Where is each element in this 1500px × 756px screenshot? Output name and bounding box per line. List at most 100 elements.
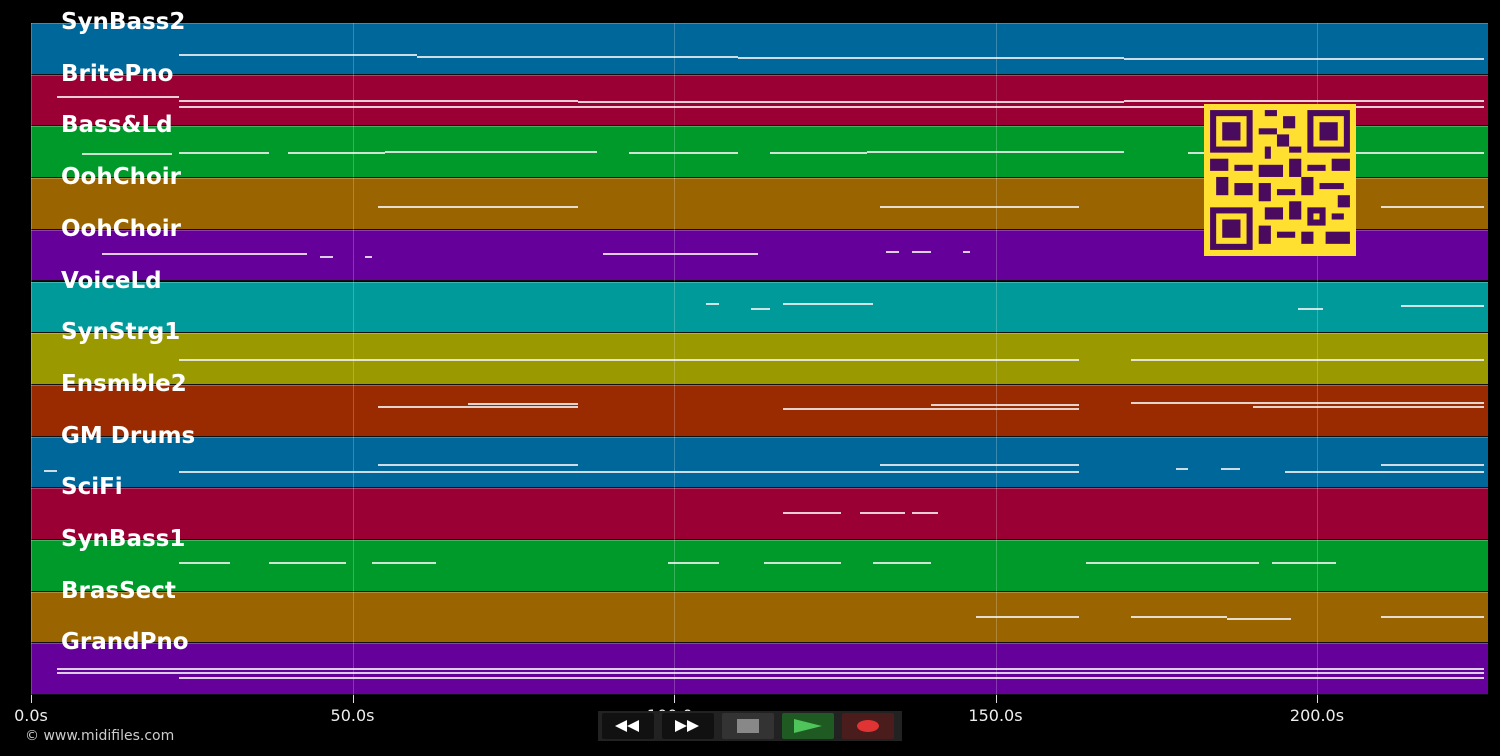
track-label: SynBass1 [61, 526, 186, 552]
note [1220, 467, 1240, 470]
gridline [674, 23, 675, 695]
note [82, 153, 128, 156]
note [468, 402, 578, 405]
track-label: OohChoir [61, 164, 182, 191]
fast-forward-button[interactable] [662, 713, 714, 739]
rewind-icon [615, 720, 639, 732]
track-label: SciFi [61, 474, 123, 501]
tick-mark [674, 695, 675, 703]
note [783, 302, 835, 305]
note [911, 512, 938, 515]
note [976, 615, 1080, 618]
record-button[interactable] [842, 713, 894, 739]
note [860, 512, 906, 515]
stop-icon [737, 719, 759, 733]
qr-code-icon [1204, 104, 1356, 256]
track-lane[interactable] [31, 436, 1488, 489]
track-lane[interactable] [31, 281, 1488, 334]
note [320, 255, 334, 258]
track-lane[interactable] [31, 384, 1488, 437]
note [1124, 58, 1485, 60]
track-lane[interactable] [31, 643, 1488, 696]
note [378, 206, 578, 209]
track-lane[interactable] [31, 23, 1488, 75]
track-label: SynBass2 [61, 9, 186, 35]
note [1381, 463, 1485, 466]
note [783, 407, 1080, 410]
track-label: OohChoir [61, 215, 182, 242]
stop-button[interactable] [722, 713, 774, 739]
note [1439, 304, 1485, 307]
gridline [995, 23, 997, 695]
note [738, 57, 1125, 59]
note [1085, 562, 1260, 564]
note [204, 252, 257, 255]
tick-mark [31, 695, 32, 703]
note [963, 250, 970, 253]
track-lane[interactable] [31, 488, 1488, 540]
note [783, 512, 842, 515]
track-label: BritePno [61, 60, 174, 87]
note [879, 463, 1080, 466]
note [178, 677, 1485, 680]
note [1124, 99, 1485, 102]
gridline [1317, 23, 1318, 695]
note [628, 152, 739, 155]
note [879, 206, 1080, 209]
track-label: VoiceLd [61, 267, 162, 294]
note [178, 470, 1080, 473]
note [101, 252, 154, 255]
note [667, 562, 719, 564]
note [371, 562, 437, 564]
track-label: Ensmble2 [61, 370, 187, 397]
qr-code [1204, 104, 1356, 256]
note [1130, 615, 1227, 618]
play-button[interactable] [782, 713, 834, 739]
note [178, 54, 417, 56]
note [751, 307, 771, 310]
note [770, 152, 867, 155]
track-lane[interactable] [31, 540, 1488, 592]
rewind-button[interactable] [602, 713, 654, 739]
note [1175, 467, 1189, 470]
track-lane[interactable] [31, 591, 1488, 644]
tick-label: 0.0s [14, 706, 48, 725]
note [178, 105, 1485, 108]
track-label: SynStrg1 [61, 319, 181, 346]
note [416, 56, 739, 58]
note [56, 668, 1485, 671]
tick-label: 150.0s [968, 706, 1023, 725]
track-label: BrasSect [61, 577, 176, 604]
note [603, 252, 655, 255]
note [43, 469, 57, 472]
record-icon [857, 720, 879, 732]
note [931, 403, 1080, 406]
note [911, 250, 932, 253]
note [1130, 401, 1485, 404]
tick-label: 200.0s [1289, 706, 1345, 725]
note [178, 99, 578, 102]
note [378, 405, 578, 408]
note [577, 100, 1125, 103]
track-lane[interactable] [31, 333, 1488, 385]
note [56, 95, 179, 98]
tick-mark [995, 695, 997, 703]
note [873, 562, 932, 564]
gridline [352, 23, 354, 695]
note [1381, 615, 1485, 618]
note [378, 463, 578, 466]
track-label: GrandPno [61, 629, 189, 656]
note [223, 152, 269, 155]
note [1381, 206, 1485, 209]
note [706, 252, 758, 255]
tick-label: 50.0s [330, 706, 375, 725]
note [866, 151, 1125, 154]
note [1130, 359, 1485, 362]
note [1252, 405, 1485, 408]
gridline [31, 23, 32, 695]
note [1226, 617, 1292, 620]
note [288, 152, 385, 155]
transport-controls [598, 711, 902, 741]
note [384, 151, 597, 154]
note [886, 250, 900, 253]
